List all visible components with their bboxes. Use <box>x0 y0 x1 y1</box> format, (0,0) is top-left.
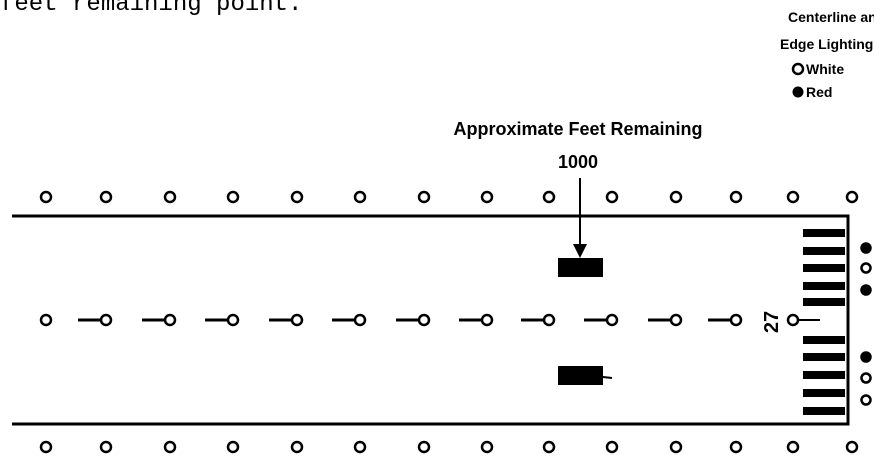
edge-light <box>845 440 859 454</box>
edge-light <box>786 440 800 454</box>
edge-light <box>480 190 494 204</box>
centerline-light <box>353 313 367 327</box>
threshold-bar <box>803 336 845 344</box>
legend-white-light <box>791 62 805 76</box>
edge-light <box>669 440 683 454</box>
runway-edge <box>12 214 850 426</box>
edge-light <box>417 190 431 204</box>
aiming-point-marking <box>558 258 603 277</box>
edge-light <box>290 440 304 454</box>
red-light <box>860 284 872 296</box>
edge-light <box>226 190 240 204</box>
edge-light <box>39 190 53 204</box>
edge-light <box>605 190 619 204</box>
lights <box>39 190 872 454</box>
threshold-bar <box>803 371 845 379</box>
edge-light <box>786 190 800 204</box>
caption: feet remaining point. <box>0 0 302 18</box>
edge-light <box>542 190 556 204</box>
annotation-distance: 1000 <box>558 152 598 172</box>
edge-light <box>729 190 743 204</box>
edge-light <box>226 440 240 454</box>
arrow-head <box>573 244 587 258</box>
white-light <box>860 394 872 406</box>
centerline-light <box>290 313 304 327</box>
centerline-light <box>542 313 556 327</box>
centerline-light <box>39 313 53 327</box>
edge-light <box>729 440 743 454</box>
edge-light <box>163 190 177 204</box>
threshold-bar <box>803 247 845 255</box>
edge-light <box>353 190 367 204</box>
aiming-point-marking <box>558 366 603 385</box>
centerline-light <box>163 313 177 327</box>
edge-light <box>99 440 113 454</box>
centerline-light <box>786 313 800 327</box>
red-light <box>860 242 872 254</box>
edge-light <box>480 440 494 454</box>
legend-label: Red <box>806 84 832 100</box>
threshold-bar <box>803 353 845 361</box>
centerline-light <box>729 313 743 327</box>
legend-title: Centerline and <box>788 9 874 25</box>
centerline-light <box>99 313 113 327</box>
edge-light <box>99 190 113 204</box>
threshold-bar <box>803 407 845 415</box>
centerline-light <box>605 313 619 327</box>
edge-light <box>417 440 431 454</box>
white-light <box>860 372 872 384</box>
white-light <box>860 262 872 274</box>
centerline-light <box>480 313 494 327</box>
edge-light <box>669 190 683 204</box>
edge-light <box>163 440 177 454</box>
edge-light <box>39 440 53 454</box>
runway-number: 27 <box>761 311 783 333</box>
centerline-light <box>226 313 240 327</box>
threshold-bar <box>803 264 845 272</box>
legend-label: White <box>806 61 844 77</box>
marking-tail <box>602 376 613 379</box>
red-light <box>860 351 872 363</box>
edge-light <box>845 190 859 204</box>
threshold-bar <box>803 389 845 397</box>
centerline-light <box>417 313 431 327</box>
centerline-light <box>669 313 683 327</box>
threshold-bar <box>803 298 845 306</box>
edge-light <box>353 440 367 454</box>
legend-red-light <box>792 86 804 98</box>
edge-light <box>290 190 304 204</box>
edge-light <box>605 440 619 454</box>
threshold-bar <box>803 229 845 237</box>
annotation-title: Approximate Feet Remaining <box>453 119 702 139</box>
edge-light <box>542 440 556 454</box>
threshold-bar <box>803 282 845 290</box>
legend-title: Edge Lighting <box>780 36 873 52</box>
